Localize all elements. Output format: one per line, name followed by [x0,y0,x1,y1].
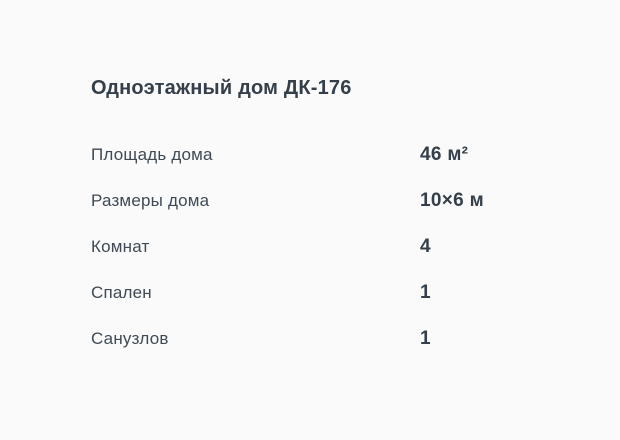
spec-label-dimensions: Размеры дома [91,191,210,210]
spec-label-area: Площадь дома [91,145,213,164]
spec-list: Площадь дома 46 м² Размеры дома 10×6 м К… [91,132,580,362]
spec-value-bedrooms: 1 [420,282,431,303]
spec-label-rooms: Комнат [91,237,150,256]
spec-label-bedrooms: Спален [91,283,152,302]
spec-row: Площадь дома 46 м² [91,132,580,178]
spec-label-bathrooms: Санузлов [91,329,169,348]
spec-row: Спален 1 [91,270,580,316]
spec-value-bathrooms: 1 [420,328,431,349]
spec-value-dimensions: 10×6 м [420,190,484,211]
page-title: Одноэтажный дом ДК-176 [91,77,352,99]
spec-value-area: 46 м² [420,144,469,165]
spec-value-rooms: 4 [420,236,431,257]
spec-row: Размеры дома 10×6 м [91,178,580,224]
spec-row: Санузлов 1 [91,316,580,362]
spec-row: Комнат 4 [91,224,580,270]
